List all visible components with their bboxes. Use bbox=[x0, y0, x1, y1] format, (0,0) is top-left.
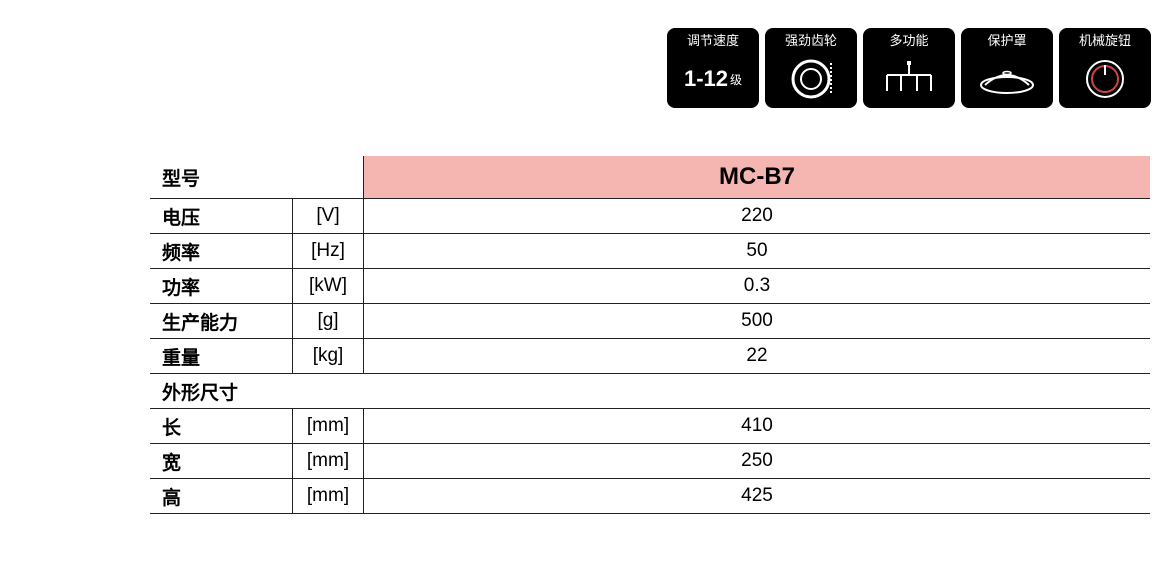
row-label: 宽 bbox=[150, 444, 293, 479]
row-unit: [kg] bbox=[293, 339, 364, 374]
table-row: 功率 [kW] 0.3 bbox=[150, 269, 1150, 304]
row-unit: [Hz] bbox=[293, 234, 364, 269]
badge-speed-suffix: 级 bbox=[730, 71, 742, 88]
knob-icon bbox=[1059, 50, 1151, 108]
row-unit: [mm] bbox=[293, 479, 364, 514]
badge-multi-title: 多功能 bbox=[889, 34, 928, 48]
row-label: 长 bbox=[150, 409, 293, 444]
row-label: 功率 bbox=[150, 269, 293, 304]
badge-multi: 多功能 bbox=[863, 28, 955, 108]
row-label: 频率 bbox=[150, 234, 293, 269]
badge-knob-title: 机械旋钮 bbox=[1079, 34, 1131, 48]
feature-badges: 调节速度 1-12级 强劲齿轮 多功能 bbox=[667, 28, 1151, 108]
row-value: 220 bbox=[364, 199, 1151, 234]
row-label: 生产能力 bbox=[150, 304, 293, 339]
row-value: 500 bbox=[364, 304, 1151, 339]
row-value: 0.3 bbox=[364, 269, 1151, 304]
table-row: 重量 [kg] 22 bbox=[150, 339, 1150, 374]
badge-gear-title: 强劲齿轮 bbox=[785, 34, 837, 48]
table-row: 高 [mm] 425 bbox=[150, 479, 1150, 514]
badge-cover-title: 保护罩 bbox=[987, 34, 1026, 48]
badge-speed-body: 1-12级 bbox=[667, 50, 759, 108]
header-label: 型号 bbox=[150, 156, 364, 199]
badge-gear: 强劲齿轮 bbox=[765, 28, 857, 108]
multi-icon bbox=[863, 50, 955, 108]
row-label: 电压 bbox=[150, 199, 293, 234]
table-row: 宽 [mm] 250 bbox=[150, 444, 1150, 479]
row-unit: [kW] bbox=[293, 269, 364, 304]
table-header-row: 型号 MC-B7 bbox=[150, 156, 1150, 199]
row-unit: [mm] bbox=[293, 444, 364, 479]
row-label: 高 bbox=[150, 479, 293, 514]
row-unit: [mm] bbox=[293, 409, 364, 444]
row-value: 410 bbox=[364, 409, 1151, 444]
row-value: 22 bbox=[364, 339, 1151, 374]
badge-speed-main: 1-12 bbox=[684, 66, 728, 92]
row-value: 250 bbox=[364, 444, 1151, 479]
cover-icon bbox=[961, 50, 1053, 108]
header-value: MC-B7 bbox=[364, 156, 1151, 199]
table-row: 长 [mm] 410 bbox=[150, 409, 1150, 444]
row-unit: [V] bbox=[293, 199, 364, 234]
badge-speed: 调节速度 1-12级 bbox=[667, 28, 759, 108]
spec-table: 型号 MC-B7 电压 [V] 220 频率 [Hz] 50 功率 [kW] 0… bbox=[150, 156, 1150, 514]
table-row: 电压 [V] 220 bbox=[150, 199, 1150, 234]
gear-icon bbox=[765, 50, 857, 108]
row-value: 425 bbox=[364, 479, 1151, 514]
table-row: 生产能力 [g] 500 bbox=[150, 304, 1150, 339]
table-row: 频率 [Hz] 50 bbox=[150, 234, 1150, 269]
table-section-row: 外形尺寸 bbox=[150, 374, 1150, 409]
section-label: 外形尺寸 bbox=[150, 374, 1150, 409]
badge-knob: 机械旋钮 bbox=[1059, 28, 1151, 108]
row-label: 重量 bbox=[150, 339, 293, 374]
badge-speed-title: 调节速度 bbox=[687, 34, 739, 48]
badge-cover: 保护罩 bbox=[961, 28, 1053, 108]
row-value: 50 bbox=[364, 234, 1151, 269]
row-unit: [g] bbox=[293, 304, 364, 339]
